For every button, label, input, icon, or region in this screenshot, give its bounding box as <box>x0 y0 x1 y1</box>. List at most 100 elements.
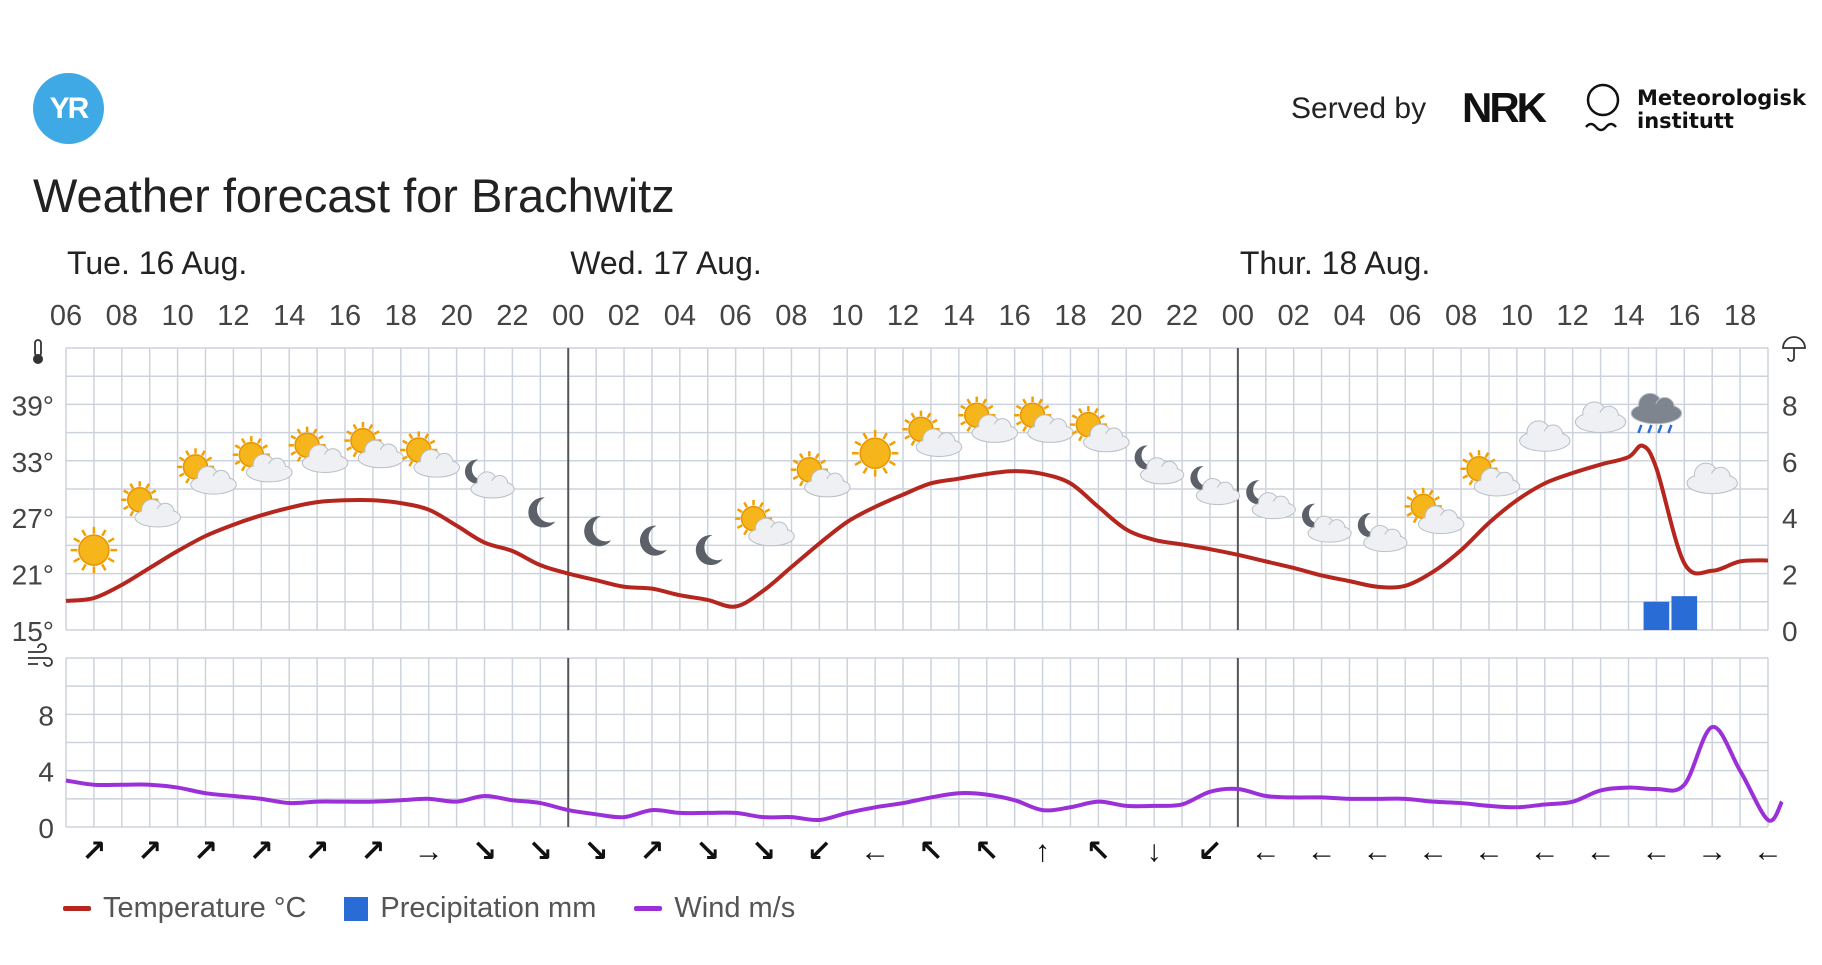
forecast-chart: Tue. 16 Aug. Wed. 17 Aug. Thur. 18 Aug.06 0… <box>12 245 1806 868</box>
sun-ray <box>736 524 743 529</box>
sun-ray <box>373 430 380 436</box>
cloud-shape <box>414 459 459 477</box>
sun-ray <box>798 452 804 459</box>
sun-icon <box>70 526 118 574</box>
sun-ray <box>931 418 938 424</box>
sun-ray <box>1038 398 1043 405</box>
sun-ray <box>256 437 262 444</box>
served-by-label: Served by <box>1291 92 1427 125</box>
x-tick-label: 08 <box>775 300 807 332</box>
sun-ray <box>910 412 916 419</box>
cloud-shape <box>1253 501 1295 518</box>
sun-ray <box>966 426 972 432</box>
precipitation-tick-label: 6 <box>1782 447 1798 478</box>
x-tick-label: 12 <box>1557 300 1589 332</box>
legend: Temperature °C Precipitation mm Wind m/s <box>63 892 795 925</box>
cloud-shape <box>1197 487 1239 504</box>
wind-direction-arrow: ↖ <box>974 835 999 868</box>
wind-direction-arrow: ← <box>1251 835 1281 868</box>
nrk-logo: NRK <box>1462 84 1547 131</box>
wind-direction-arrow: ↖ <box>1086 835 1111 868</box>
x-tick-label: 12 <box>217 300 249 332</box>
cloud-shape <box>1419 515 1464 533</box>
wind-icon <box>28 643 53 667</box>
wind-direction-arrow: ↗ <box>193 835 218 868</box>
cloud-shape <box>1364 534 1407 551</box>
temperature-tick-label: 27° <box>12 503 54 534</box>
x-tick-label: 00 <box>1222 300 1254 332</box>
partly-cloudy-day-icon <box>958 396 1019 443</box>
moon-icon <box>695 535 723 566</box>
cloud-shape <box>805 478 850 496</box>
met-line-1: Meteorologisk <box>1637 86 1806 110</box>
sun-ray <box>234 444 241 450</box>
precipitation-bar <box>1671 596 1698 630</box>
x-tick-label: 16 <box>329 300 361 332</box>
cloud-shape <box>1576 412 1625 432</box>
thermometer-stem <box>34 339 42 357</box>
rain-drop <box>1647 424 1653 434</box>
sun-ray <box>743 529 749 536</box>
cloud-shape <box>135 508 180 527</box>
sun-ray <box>296 428 302 435</box>
sun-ray <box>854 460 862 466</box>
precipitation-tick-label: 4 <box>1782 503 1798 534</box>
sun-ray <box>1015 420 1022 426</box>
cloud-shape <box>749 527 794 545</box>
cloud-shape <box>1688 473 1737 493</box>
moon-icon <box>584 516 612 547</box>
partly-cloudy-day-icon <box>232 436 293 483</box>
cloud-shape <box>1475 477 1519 496</box>
partly-cloudy-night-icon <box>1302 503 1352 543</box>
x-tick-label: 14 <box>1612 300 1644 332</box>
x-tick-label: 16 <box>999 300 1031 332</box>
sun-ray <box>101 529 107 537</box>
x-tick-label: 20 <box>1110 300 1142 332</box>
wind-direction-arrow: ← <box>1418 835 1448 868</box>
sun-ray <box>352 451 358 458</box>
wind-direction-arrow: ↖ <box>918 835 943 868</box>
partly-cloudy-day-icon <box>734 500 795 547</box>
partly-cloudy-day-icon <box>790 451 851 498</box>
sun-ray <box>368 423 374 430</box>
x-tick-label: 04 <box>1333 300 1365 332</box>
legend-wind: Wind m/s <box>634 892 795 925</box>
wind-direction-arrow: ← <box>1586 835 1616 868</box>
partly-cloudy-day-icon <box>344 421 405 469</box>
legend-wind-label: Wind m/s <box>674 892 796 924</box>
cloud-icon <box>1686 462 1738 495</box>
sun-ray <box>424 433 430 440</box>
moon-shape <box>1357 513 1380 538</box>
partly-cloudy-night-icon <box>1357 513 1408 553</box>
legend-temperature-swatch <box>63 906 91 911</box>
sun-ray <box>290 450 297 456</box>
sun-ray <box>743 501 749 508</box>
partly-cloudy-day-icon <box>400 431 461 478</box>
sun-ray <box>122 489 129 495</box>
wind-direction-arrow: ↘ <box>751 835 776 868</box>
x-tick-label: 10 <box>831 300 863 332</box>
sun-ray <box>408 433 414 440</box>
sun-ray <box>401 439 408 445</box>
x-tick-label: 06 <box>50 300 82 332</box>
wind-direction-arrow: ↗ <box>137 835 162 868</box>
wind-direction-arrow: ↗ <box>360 835 385 868</box>
precipitation-tick-label: 2 <box>1782 560 1798 591</box>
cloud-shape <box>972 424 1017 442</box>
cloud-shape <box>1141 466 1183 483</box>
temperature-tick-label: 15° <box>12 616 54 647</box>
sun-ray <box>960 420 966 426</box>
sun-ray <box>352 423 358 430</box>
sun-ray <box>401 455 408 461</box>
x-tick-label: 02 <box>1278 300 1310 332</box>
sun-ray <box>1015 404 1022 410</box>
legend-temperature: Temperature °C <box>63 892 306 925</box>
temperature-tick-label: 33° <box>12 447 54 478</box>
sun-ray <box>1077 435 1083 442</box>
x-tick-label: 02 <box>608 300 640 332</box>
sun-icon <box>851 430 899 477</box>
sun-ray <box>792 475 799 481</box>
met-institute-logo: Meteorologisk institutt <box>1637 87 1806 133</box>
wind-direction-arrow: ← <box>1362 835 1392 868</box>
sun-ray <box>1468 452 1474 458</box>
